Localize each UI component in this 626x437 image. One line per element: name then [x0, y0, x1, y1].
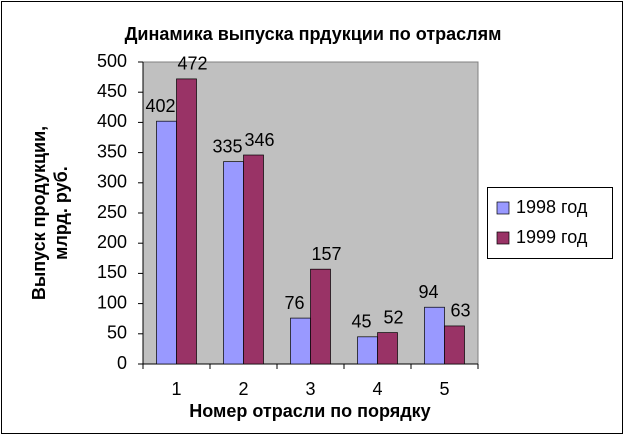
x-tick-label: 4	[372, 379, 382, 399]
bar	[444, 325, 465, 365]
legend-swatch	[496, 231, 510, 245]
y-tick-label: 300	[97, 172, 127, 192]
x-tick-label: 2	[238, 379, 248, 399]
y-tick-label: 200	[97, 232, 127, 252]
y-tick-label: 450	[97, 81, 127, 101]
data-label: 335	[212, 136, 242, 156]
bar	[156, 120, 177, 365]
x-tick-label: 1	[171, 379, 181, 399]
y-tick-label: 100	[97, 292, 127, 312]
y-tick-label: 250	[97, 202, 127, 222]
y-tick-label: 400	[97, 111, 127, 131]
data-label: 402	[145, 96, 175, 116]
plot-area	[142, 61, 479, 365]
data-label: 472	[177, 54, 207, 74]
bar	[357, 336, 378, 365]
y-axis-label: млрд. руб.	[51, 166, 71, 260]
data-label: 94	[418, 282, 438, 302]
bar	[424, 306, 445, 365]
y-tick-label: 350	[97, 141, 127, 161]
bar	[243, 154, 264, 365]
bar	[310, 268, 331, 365]
data-label: 45	[351, 312, 371, 332]
bar	[377, 332, 398, 365]
y-tick-label: 500	[97, 51, 127, 71]
y-tick-label: 150	[97, 262, 127, 282]
legend-label: 1998 год	[516, 197, 588, 217]
y-axis-label: Выпуск продукции,	[29, 126, 49, 300]
y-tick-label: 0	[117, 353, 127, 373]
bar	[223, 161, 244, 365]
x-tick-label: 3	[305, 379, 315, 399]
legend-label: 1999 год	[516, 227, 588, 247]
legend-swatch	[496, 201, 510, 215]
x-tick-label: 5	[439, 379, 449, 399]
legend-box	[487, 187, 613, 259]
bar	[176, 78, 197, 365]
bar	[290, 317, 311, 365]
y-tick-label: 50	[107, 323, 127, 343]
chart-title: Динамика выпуска прдукции по отраслям	[125, 24, 502, 44]
data-label: 157	[311, 244, 341, 264]
data-label: 52	[383, 307, 403, 327]
data-label: 76	[284, 293, 304, 313]
data-label: 346	[244, 130, 274, 150]
x-axis-label: Номер отрасли по порядку	[189, 401, 430, 421]
data-label: 63	[450, 301, 470, 321]
